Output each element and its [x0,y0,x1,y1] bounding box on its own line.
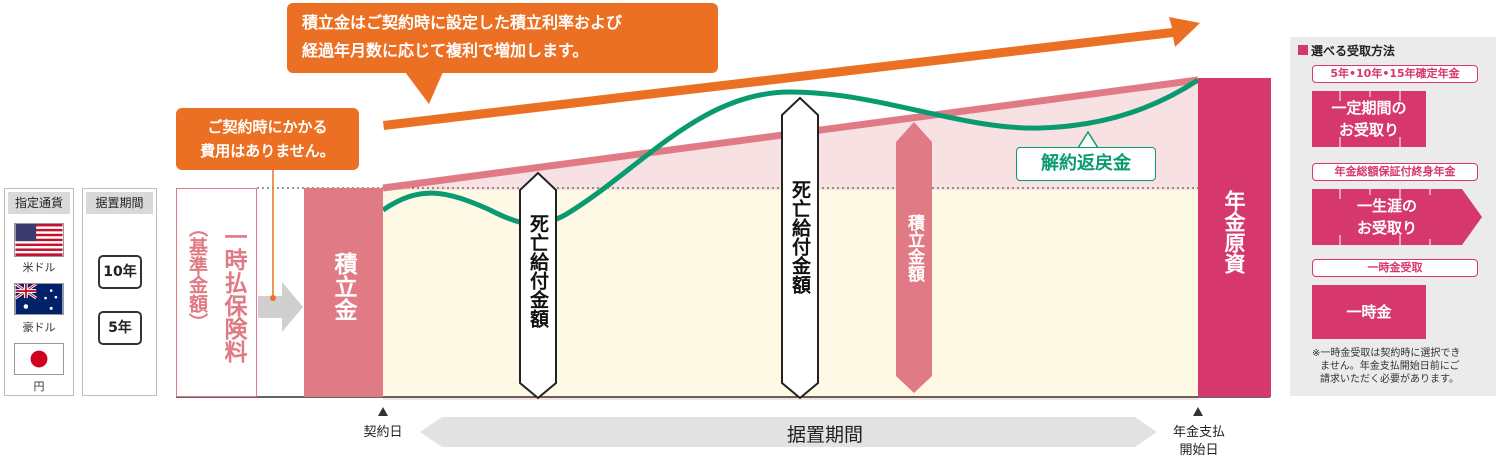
top-callout: 積立金はご契約時に設定した積立利率および 経過年月数に応じて複利で増加します。 [287,3,718,73]
jp-label: 円 [33,380,45,393]
deferral-column: 据置期間 10年 5年 [82,188,157,396]
fee-callout-line-1: ご契約時にかかる [207,118,328,136]
section-certain-annuity-box: 一定期間の お受取り [1312,91,1426,147]
currency-header: 指定通貨 [8,192,70,214]
life-annuity-line-1: 一生涯の [1356,197,1417,215]
fee-callout-line-2: 費用はありません。 [200,142,335,160]
section-life-annuity-box [1312,189,1482,245]
premium-box [176,188,257,397]
currency-column: 指定通貨 米ドル 豪ドル 円 [4,188,74,396]
au-flag-icon [14,283,64,315]
start-marker [378,407,388,416]
death-benefit-marker-1 [519,171,557,400]
flow-arrow [258,282,303,332]
end-date-label-1: 年金支払 [1172,425,1225,440]
top-callout-line-1: 積立金はご契約時に設定した積立利率および [302,13,623,32]
death-benefit-label-1: 死亡給付金額 [527,214,549,328]
certain-annuity-line-1: 一定期間の [1331,99,1407,117]
fee-callout-dot [270,295,276,301]
section-life-annuity-header: 年金総額保証付終身年金 [1312,163,1478,181]
top-callout-tail [405,72,443,104]
premium-label: 一時払保険料 [220,225,246,363]
section-certain-annuity-header: 5年•10年•15年確定年金 [1312,65,1478,83]
deferral-option-5: 5年 [98,311,142,345]
receipt-note-line-1: ※一時金受取は契約時に選択でき [1312,348,1461,359]
au-label: 豪ドル [22,321,56,334]
period-label: 据置期間 [786,424,863,446]
annuity-fund-box [1198,78,1271,397]
life-annuity-line-2: お受取り [1356,219,1417,237]
receipt-note-line-3: 請求いただく必要があります。 [1320,374,1459,385]
growth-arrow [383,17,1200,130]
death-benefit-marker-2 [781,96,819,400]
us-flag-icon [14,223,64,257]
fee-callout: ご契約時にかかる 費用はありません。 [176,108,359,170]
end-marker [1193,407,1203,416]
period-arrow [420,417,1157,447]
certain-annuity-line-2: お受取り [1338,121,1399,139]
deferral-option-10: 10年 [98,255,142,289]
deferral-header: 据置期間 [86,192,153,214]
surrender-value-label: 解約返戻金 [1016,147,1156,181]
top-callout-line-2: 経過年月数に応じて複利で増加します。 [302,41,589,60]
reserve-amount-marker [896,122,932,393]
death-benefit-label-2: 死亡給付金額 [789,180,811,294]
section-lump-sum-box: 一時金 [1312,285,1426,339]
receipt-title-bullet [1298,45,1308,55]
us-label: 米ドル [22,261,56,274]
jp-flag-icon [14,343,64,375]
surrender-value-curve [381,77,1200,227]
reserve-amount-label: 積立金額 [904,214,924,282]
premium-sublabel: （基準金額） [186,218,208,332]
annuity-fund-label: 年金原資 [1222,190,1246,274]
reserve-box [304,188,383,397]
start-date-label: 契約日 [363,425,403,440]
certain-annuity-ticks [1339,91,1401,147]
receipt-panel: 選べる受取方法 5年•10年•15年確定年金 一定期間の お受取り 年金総額保証… [1290,37,1496,396]
receipt-note-line-2: ません。年金支払開始日前にご [1320,361,1460,372]
receipt-title: 選べる受取方法 [1311,44,1396,58]
section-lump-sum-header: 一時金受取 [1312,259,1478,277]
reserve-label: 積立金 [330,252,356,321]
end-date-label-2: 開始日 [1179,443,1219,458]
